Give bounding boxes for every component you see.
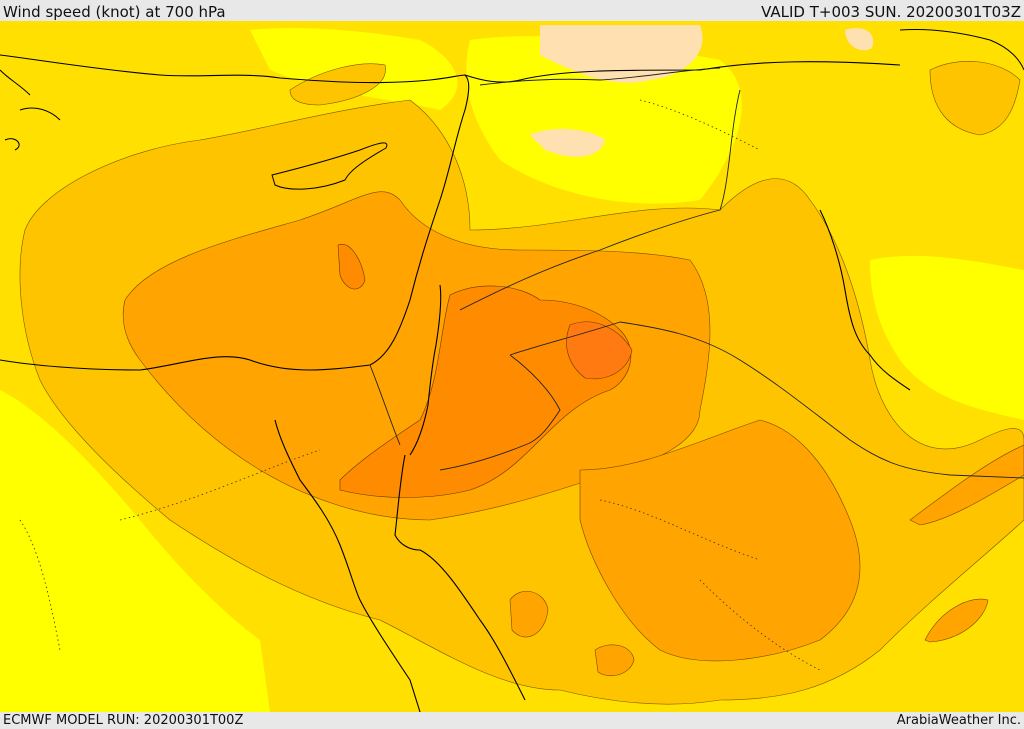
light-wind-zone-northeast xyxy=(466,36,742,204)
chart-title: Wind speed (knot) at 700 hPa xyxy=(3,3,226,21)
calm-zone-north xyxy=(540,25,703,83)
internal-boundary-2 xyxy=(599,499,761,561)
model-run-label: ECMWF MODEL RUN: 20200301T00Z xyxy=(3,713,244,728)
gulf-of-aqaba-coast xyxy=(394,454,526,701)
border-iraq-saudi xyxy=(509,321,1024,479)
internal-boundary-5 xyxy=(699,579,821,671)
strong-wind-band-east xyxy=(909,444,1024,526)
moderate-wind-zone-north-patch xyxy=(289,63,386,106)
credit-label: ArabiaWeather Inc. xyxy=(896,713,1021,728)
strong-wind-zone xyxy=(122,191,711,521)
caspian-coast xyxy=(899,29,1024,71)
strong-wind-patch-southeast xyxy=(924,598,989,643)
border-jordan-saudi xyxy=(439,354,561,471)
border-syria-turkey xyxy=(479,67,721,86)
strongest-wind-patch-west xyxy=(337,243,366,290)
strong-wind-patch-south-1 xyxy=(509,591,549,638)
calm-zone-small xyxy=(530,128,605,157)
aegean-islands xyxy=(0,69,61,151)
chart-header: Wind speed (knot) at 700 hPa VALID T+003… xyxy=(0,0,1024,22)
persian-gulf-coast xyxy=(819,209,911,391)
internal-boundary-3 xyxy=(639,99,761,151)
wind-speed-map xyxy=(0,21,1024,712)
strong-wind-patch-south-2 xyxy=(594,644,635,676)
valid-time: VALID T+003 SUN. 20200301T03Z xyxy=(761,3,1021,21)
map-svg xyxy=(0,21,1024,712)
moderate-wind-zone-northeast xyxy=(929,61,1021,136)
internal-boundary-1 xyxy=(119,449,321,521)
cyprus-outline xyxy=(271,142,388,190)
mediterranean-coastline xyxy=(0,74,470,371)
border-syria-iraq xyxy=(459,89,741,311)
border-egypt-sudan xyxy=(369,364,401,446)
strongest-wind-zone-core xyxy=(566,321,633,380)
light-wind-zone-east xyxy=(870,255,1024,420)
strongest-wind-zone xyxy=(339,285,632,498)
dead-sea-jordan-river xyxy=(409,284,442,456)
sinai-red-sea-coast xyxy=(274,419,421,712)
light-wind-zone-southwest xyxy=(0,390,270,712)
turkey-coastline xyxy=(0,54,901,84)
strong-wind-zone-east xyxy=(579,419,861,662)
calm-zone-northeast-dot xyxy=(845,28,874,51)
chart-footer: ECMWF MODEL RUN: 20200301T00Z ArabiaWeat… xyxy=(0,712,1024,729)
